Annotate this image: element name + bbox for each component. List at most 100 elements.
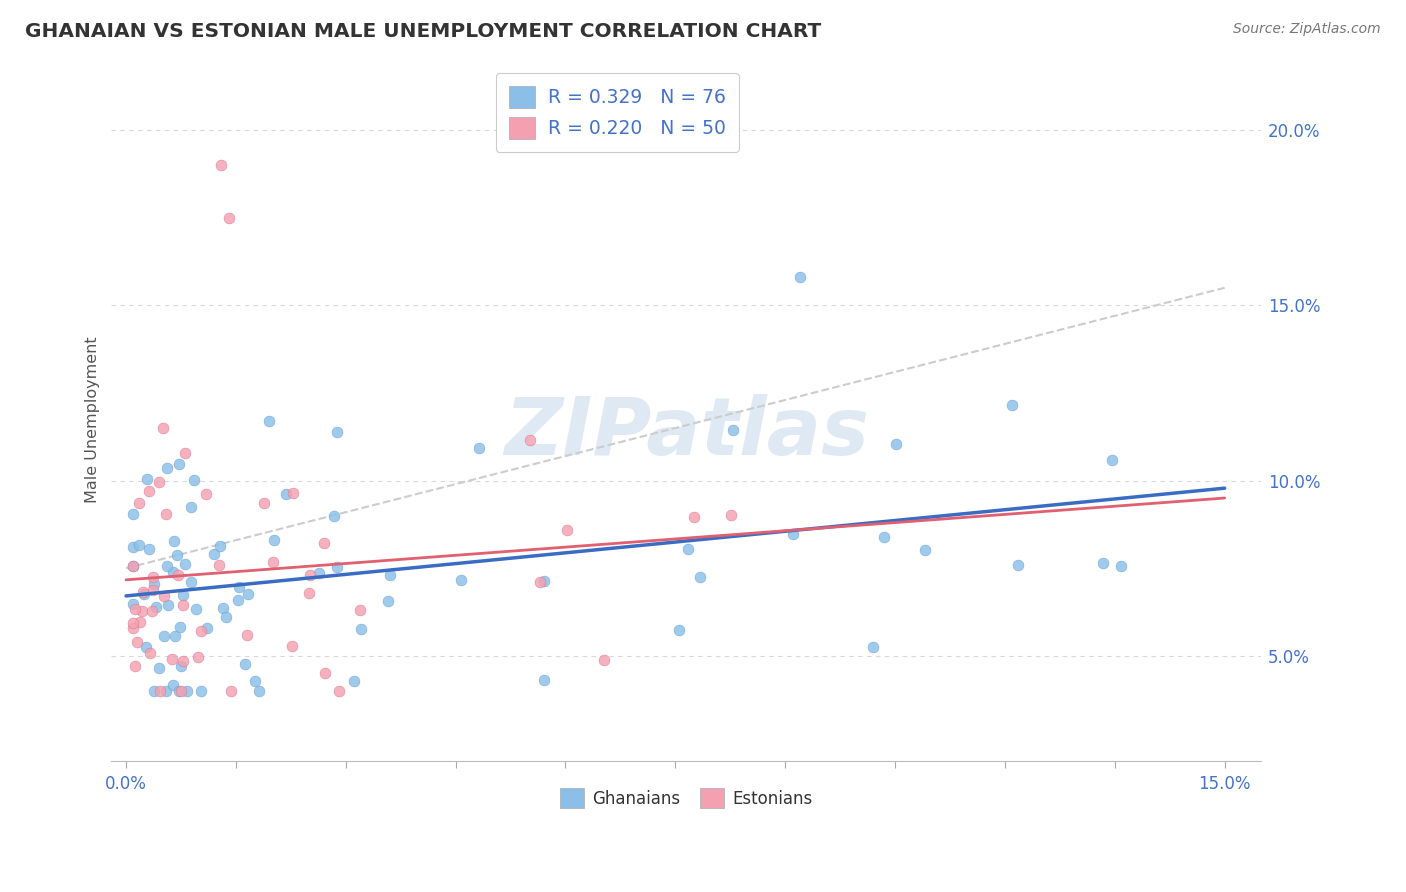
Point xyxy=(190,624,212,638)
Point xyxy=(914,543,936,558)
Point xyxy=(172,654,194,668)
Legend: Ghanaians, Estonians: Ghanaians, Estonians xyxy=(554,781,818,814)
Point xyxy=(138,542,160,557)
Point xyxy=(519,434,541,448)
Point xyxy=(162,566,184,580)
Point xyxy=(142,684,165,698)
Point xyxy=(169,620,191,634)
Y-axis label: Male Unemployment: Male Unemployment xyxy=(86,336,100,502)
Point xyxy=(720,508,742,522)
Point xyxy=(209,158,232,172)
Point xyxy=(128,495,150,509)
Point xyxy=(124,602,146,616)
Point xyxy=(208,558,231,573)
Point xyxy=(124,659,146,673)
Point xyxy=(122,507,145,521)
Point xyxy=(183,473,205,487)
Point xyxy=(1109,559,1132,574)
Point xyxy=(127,635,149,649)
Point xyxy=(149,684,172,698)
Point xyxy=(122,559,145,574)
Point xyxy=(1101,453,1123,467)
Point xyxy=(156,558,179,573)
Point xyxy=(138,647,160,661)
Point xyxy=(378,568,401,582)
Point xyxy=(148,475,170,489)
Point xyxy=(281,640,304,654)
Point xyxy=(152,421,174,435)
Point xyxy=(233,657,256,671)
Point xyxy=(132,584,155,599)
Point xyxy=(131,604,153,618)
Point xyxy=(167,458,190,472)
Point xyxy=(235,628,257,642)
Point xyxy=(308,566,330,581)
Point xyxy=(212,600,235,615)
Point xyxy=(689,569,711,583)
Point xyxy=(243,673,266,688)
Point xyxy=(676,542,699,557)
Point xyxy=(873,530,896,544)
Point xyxy=(163,629,186,643)
Point xyxy=(533,574,555,588)
Point xyxy=(153,629,176,643)
Point xyxy=(155,507,177,521)
Point xyxy=(209,539,232,553)
Point xyxy=(533,673,555,687)
Point xyxy=(323,508,346,523)
Point xyxy=(281,486,304,500)
Point xyxy=(668,624,690,638)
Point xyxy=(593,653,616,667)
Point xyxy=(142,570,165,584)
Point xyxy=(377,594,399,608)
Point xyxy=(122,597,145,611)
Point xyxy=(228,580,250,594)
Point xyxy=(326,425,349,440)
Point xyxy=(128,538,150,552)
Point xyxy=(167,684,190,698)
Point xyxy=(172,588,194,602)
Point xyxy=(160,652,183,666)
Point xyxy=(350,622,373,636)
Point xyxy=(153,589,176,603)
Point xyxy=(195,487,218,501)
Point xyxy=(529,574,551,589)
Point xyxy=(148,661,170,675)
Point xyxy=(176,684,198,698)
Point xyxy=(236,587,259,601)
Text: ZIPatlas: ZIPatlas xyxy=(503,394,869,472)
Point xyxy=(135,640,157,654)
Point xyxy=(145,600,167,615)
Point xyxy=(155,684,177,698)
Point xyxy=(219,684,242,698)
Point xyxy=(723,423,745,437)
Point xyxy=(129,615,152,629)
Point xyxy=(1092,556,1115,570)
Point xyxy=(326,560,349,574)
Point xyxy=(122,559,145,574)
Point xyxy=(262,555,284,569)
Text: GHANAIAN VS ESTONIAN MALE UNEMPLOYMENT CORRELATION CHART: GHANAIAN VS ESTONIAN MALE UNEMPLOYMENT C… xyxy=(25,22,821,41)
Point xyxy=(314,665,336,680)
Point xyxy=(298,567,321,582)
Point xyxy=(1007,558,1029,572)
Point xyxy=(789,270,811,285)
Point xyxy=(156,461,179,475)
Point xyxy=(132,587,155,601)
Point xyxy=(450,573,472,587)
Point xyxy=(274,486,297,500)
Point xyxy=(170,658,193,673)
Point xyxy=(1001,398,1024,412)
Point xyxy=(328,684,350,698)
Point xyxy=(167,568,190,582)
Point xyxy=(257,414,280,428)
Point xyxy=(226,592,249,607)
Point xyxy=(215,610,238,624)
Point xyxy=(263,533,285,548)
Point xyxy=(180,500,202,515)
Point xyxy=(166,548,188,562)
Point xyxy=(157,599,180,613)
Point xyxy=(172,599,194,613)
Point xyxy=(122,616,145,631)
Point xyxy=(174,557,197,571)
